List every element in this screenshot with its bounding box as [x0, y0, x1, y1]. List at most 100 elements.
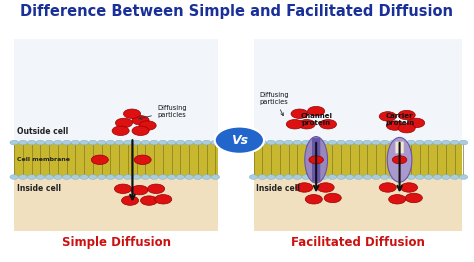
Circle shape [139, 121, 156, 130]
Circle shape [408, 118, 425, 128]
Circle shape [167, 175, 176, 179]
Circle shape [389, 175, 398, 179]
Circle shape [10, 140, 18, 145]
Circle shape [450, 140, 459, 145]
Circle shape [363, 140, 372, 145]
FancyBboxPatch shape [395, 142, 404, 153]
Ellipse shape [305, 137, 328, 183]
Circle shape [18, 175, 27, 179]
Circle shape [159, 140, 167, 145]
Circle shape [97, 175, 106, 179]
Circle shape [386, 121, 403, 130]
Circle shape [398, 140, 407, 145]
Circle shape [71, 175, 80, 179]
Circle shape [389, 195, 406, 204]
Circle shape [211, 140, 219, 145]
Circle shape [442, 140, 450, 145]
Circle shape [407, 140, 415, 145]
Circle shape [10, 175, 18, 179]
Circle shape [346, 140, 354, 145]
Text: Facilitated Diffusion: Facilitated Diffusion [291, 236, 425, 249]
Circle shape [293, 140, 301, 145]
Circle shape [433, 140, 441, 145]
Circle shape [115, 140, 123, 145]
Circle shape [379, 112, 396, 121]
Circle shape [63, 175, 71, 179]
Circle shape [97, 140, 106, 145]
Circle shape [202, 175, 211, 179]
Circle shape [284, 140, 293, 145]
Text: Cell membrane: Cell membrane [17, 157, 70, 162]
Circle shape [416, 140, 424, 145]
Circle shape [379, 183, 396, 192]
Circle shape [132, 175, 141, 179]
Circle shape [114, 184, 131, 194]
Circle shape [354, 175, 363, 179]
Circle shape [140, 196, 157, 205]
FancyBboxPatch shape [312, 138, 320, 182]
Circle shape [202, 140, 211, 145]
Circle shape [159, 175, 167, 179]
Bar [14, 39, 218, 143]
Circle shape [215, 127, 264, 154]
Circle shape [18, 140, 27, 145]
Bar [14, 143, 218, 177]
Text: Diffusing
particles: Diffusing particles [139, 105, 186, 119]
Circle shape [346, 175, 354, 179]
Circle shape [112, 126, 129, 135]
Circle shape [176, 175, 185, 179]
Circle shape [89, 140, 97, 145]
Circle shape [291, 109, 308, 118]
Circle shape [89, 175, 97, 179]
Circle shape [45, 175, 54, 179]
Circle shape [398, 123, 415, 133]
Circle shape [302, 175, 310, 179]
Circle shape [337, 140, 345, 145]
Circle shape [80, 175, 89, 179]
Circle shape [459, 175, 468, 179]
Circle shape [337, 175, 345, 179]
Circle shape [63, 140, 71, 145]
Circle shape [36, 175, 45, 179]
Circle shape [185, 175, 193, 179]
Circle shape [185, 140, 193, 145]
Circle shape [134, 155, 151, 165]
Circle shape [193, 140, 202, 145]
Bar [254, 177, 462, 231]
Circle shape [296, 183, 313, 192]
Circle shape [424, 140, 433, 145]
Circle shape [91, 155, 109, 165]
Circle shape [141, 140, 150, 145]
Circle shape [80, 140, 89, 145]
Circle shape [433, 175, 441, 179]
Circle shape [317, 183, 334, 192]
Circle shape [328, 140, 337, 145]
Circle shape [305, 195, 322, 204]
Circle shape [328, 175, 337, 179]
Circle shape [405, 193, 422, 203]
Circle shape [392, 156, 407, 164]
Circle shape [398, 110, 415, 120]
Circle shape [275, 140, 284, 145]
Circle shape [258, 140, 266, 145]
Circle shape [424, 175, 433, 179]
Circle shape [381, 140, 389, 145]
Circle shape [258, 175, 266, 179]
Circle shape [27, 175, 36, 179]
Text: Carrier
protein: Carrier protein [385, 113, 414, 125]
Circle shape [155, 195, 172, 204]
Circle shape [45, 140, 54, 145]
Circle shape [286, 119, 303, 129]
Circle shape [150, 175, 158, 179]
Circle shape [54, 175, 62, 179]
Circle shape [363, 175, 372, 179]
Circle shape [71, 140, 80, 145]
Circle shape [193, 175, 202, 179]
Circle shape [121, 196, 138, 205]
Circle shape [115, 175, 123, 179]
Circle shape [132, 126, 149, 135]
Ellipse shape [387, 137, 412, 182]
Text: Diffusing
particles: Diffusing particles [260, 91, 290, 116]
Circle shape [319, 175, 328, 179]
Text: Simple Diffusion: Simple Diffusion [62, 236, 171, 249]
